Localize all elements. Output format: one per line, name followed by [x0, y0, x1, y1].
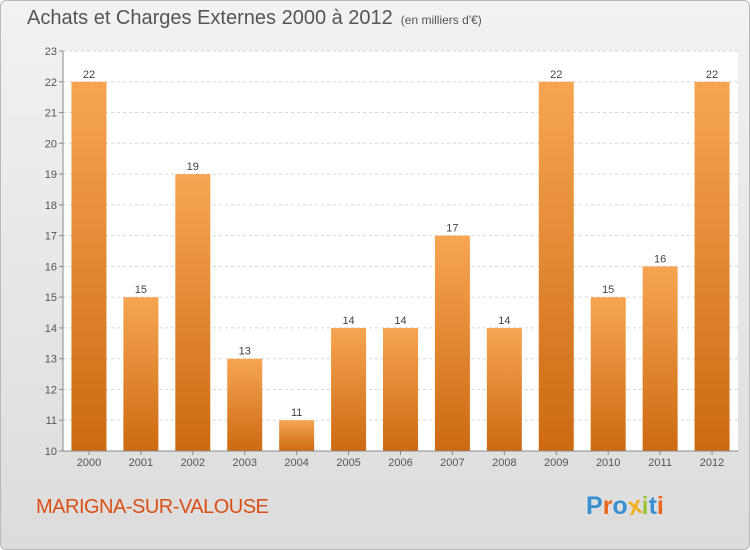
chart-title: Achats et Charges Externes 2000 à 2012 (e…: [27, 7, 482, 30]
logo-letter: r: [602, 492, 613, 520]
data-label: 14: [342, 315, 354, 327]
data-label: 16: [654, 253, 666, 265]
logo-letter: o: [612, 492, 628, 520]
chart-title-text: Achats et Charges Externes 2000 à 2012: [27, 7, 393, 29]
data-label: 11: [291, 407, 302, 419]
data-label: 22: [706, 69, 718, 81]
x-tick-label: 2005: [336, 457, 360, 469]
logo-letter: P: [586, 492, 603, 520]
data-label: 22: [550, 69, 562, 81]
x-tick-label: 2009: [544, 457, 568, 469]
y-tick-label: 11: [46, 415, 57, 427]
data-label: 14: [498, 315, 510, 327]
x-tick-label: 2004: [284, 457, 308, 469]
y-tick-label: 22: [45, 77, 57, 89]
x-tick-label: 2007: [440, 457, 464, 469]
logo-letter: i: [656, 492, 664, 520]
data-label: 22: [83, 69, 95, 81]
bar-2002: [175, 174, 211, 452]
bar-2010: [590, 297, 626, 451]
x-tick-label: 2002: [181, 457, 205, 469]
data-label: 19: [187, 161, 199, 173]
y-tick-label: 17: [45, 231, 57, 243]
y-tick-label: 16: [45, 261, 57, 273]
bars: [71, 81, 730, 452]
data-label: 15: [602, 284, 614, 296]
unit-note: (en milliers d'€): [400, 13, 482, 27]
bar-2007: [434, 235, 470, 451]
y-tick-label: 19: [45, 169, 57, 181]
y-tick-label: 18: [45, 200, 57, 212]
y-tick-label: 23: [45, 46, 57, 58]
x-tick-label: 2003: [232, 457, 256, 469]
logo-letter: i: [641, 492, 649, 520]
proxiti-logo: Proxiti: [586, 491, 664, 521]
y-tick-label: 20: [45, 138, 57, 150]
bar-2009: [538, 81, 574, 452]
x-tick-label: 2012: [700, 457, 724, 469]
bar-2004: [279, 420, 315, 451]
x-tick-label: 2008: [492, 457, 516, 469]
data-labels: 22 15 19 13 11 14 14 17 14 22 15 16 22: [83, 69, 718, 419]
x-tick-label: 2010: [596, 457, 620, 469]
bar-2008: [486, 327, 522, 451]
y-tick-label: 21: [45, 108, 57, 120]
y-tick-label: 15: [45, 292, 57, 304]
axes: 10 11 12 13 14 15 16 17 18 19 20 21 22 23 2000 2001 2002…: [45, 46, 738, 469]
bar-2012: [694, 81, 730, 452]
y-tick-label: 10: [45, 446, 57, 458]
logo-letter: t: [648, 492, 657, 520]
bar-2001: [123, 297, 159, 451]
commune-name: MARIGNA-SUR-VALOUSE: [36, 496, 269, 518]
y-tick-label: 13: [45, 354, 57, 366]
x-tick-label: 2001: [129, 457, 153, 469]
bar-2006: [383, 327, 418, 451]
data-label: 14: [394, 315, 406, 327]
x-tick-label: 2006: [388, 457, 412, 469]
x-tick-label: 2000: [77, 457, 101, 469]
data-label: 13: [239, 346, 251, 358]
data-label: 15: [135, 284, 147, 296]
bar-2011: [642, 266, 678, 451]
bar-2003: [227, 358, 263, 451]
x-tick-label: 2011: [648, 457, 672, 469]
bar-2005: [331, 327, 367, 451]
bar-2000: [71, 81, 107, 452]
y-tick-label: 14: [45, 323, 57, 335]
y-tick-label: 12: [45, 384, 57, 396]
data-label: 17: [446, 223, 458, 235]
